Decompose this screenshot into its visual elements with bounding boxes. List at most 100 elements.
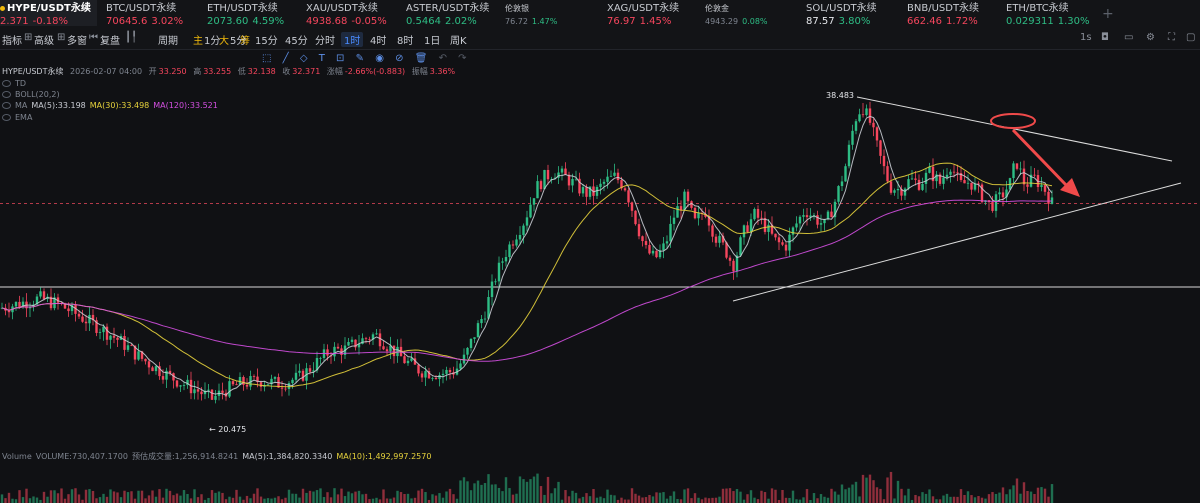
candle-body bbox=[207, 389, 210, 391]
interval-4h[interactable]: 4时 bbox=[370, 36, 387, 47]
candle-body bbox=[179, 385, 182, 387]
interval-45m[interactable]: 45分 bbox=[285, 36, 308, 47]
da-button[interactable]: 大 bbox=[219, 36, 229, 47]
multi-window-button[interactable]: 多窗 bbox=[67, 36, 87, 47]
volume-bar bbox=[130, 491, 133, 503]
draw-measure-icon[interactable]: ⊡ bbox=[336, 53, 345, 64]
candle-body bbox=[942, 177, 945, 184]
volume-bar bbox=[172, 495, 175, 503]
volume-bar bbox=[592, 489, 595, 503]
ticker-change: 1.45% bbox=[639, 16, 672, 27]
volume-bar bbox=[903, 495, 907, 503]
volume-bar bbox=[259, 496, 263, 503]
candle-body bbox=[375, 333, 378, 335]
interval-1d[interactable]: 1日 bbox=[424, 36, 441, 47]
candle-body bbox=[567, 174, 571, 186]
indicator-ema[interactable]: EMA bbox=[2, 113, 36, 123]
replay-icon[interactable]: ⏮ bbox=[89, 32, 98, 43]
ticker-tab-8[interactable]: SOL/USDT永续 87.57 3.80% bbox=[792, 3, 877, 28]
delete-icon[interactable]: 🗑 bbox=[414, 53, 428, 64]
right-interval-label[interactable]: 1s bbox=[1080, 32, 1092, 43]
draw-line-icon[interactable]: ╱ bbox=[282, 53, 289, 64]
ticker-tab-0[interactable]: HYPE/USDT永续 2.371 -0.18% bbox=[0, 0, 97, 27]
candle-body bbox=[487, 296, 490, 319]
fullscreen-icon[interactable]: ⛶ bbox=[1168, 32, 1175, 43]
interval-8h[interactable]: 8时 bbox=[397, 36, 414, 47]
interval-5m[interactable]: 5分 bbox=[230, 36, 247, 47]
ticker-tab-5[interactable]: 伦敦银 76.72 1.47% bbox=[491, 3, 557, 28]
candle-body bbox=[935, 174, 938, 182]
volume-bar bbox=[413, 497, 417, 503]
volume-bar bbox=[707, 498, 711, 503]
candle-type-icon[interactable]: ┃╿ bbox=[125, 32, 138, 43]
indicators-button[interactable]: 指标 bbox=[2, 36, 22, 47]
indicator-td[interactable]: TD bbox=[2, 79, 30, 89]
interval-15m[interactable]: 15分 bbox=[255, 36, 278, 47]
interval-1m[interactable]: 1分 bbox=[204, 36, 221, 47]
multi-window-icon[interactable]: ⊞ bbox=[57, 32, 66, 43]
replay-button[interactable]: 复盘 bbox=[100, 36, 120, 47]
volume-bar bbox=[448, 488, 452, 503]
ticker-tab-9[interactable]: BNB/USDT永续 662.46 1.72% bbox=[893, 3, 979, 28]
chart-canvas[interactable] bbox=[0, 50, 1200, 503]
candle-body bbox=[641, 236, 644, 242]
volume-bar bbox=[424, 492, 427, 503]
candle-body bbox=[840, 181, 844, 187]
ticker-tab-10[interactable]: ETH/BTC永续 0.029311 1.30% bbox=[992, 3, 1090, 28]
volume-bar bbox=[399, 492, 403, 503]
interval-weekly[interactable]: 周K bbox=[450, 36, 467, 47]
draw-text-icon[interactable]: T bbox=[318, 53, 325, 64]
volume-bar bbox=[105, 496, 109, 503]
volume-bar bbox=[77, 494, 81, 503]
indicator-ma[interactable]: MA MA(5):33.198 MA(30):33.498 MA(120):33.52… bbox=[2, 101, 222, 111]
interval-timeshare[interactable]: 分时 bbox=[315, 36, 335, 47]
candle-body bbox=[266, 384, 270, 386]
candle-body bbox=[410, 358, 413, 361]
eye-icon[interactable]: ◉ bbox=[375, 53, 384, 64]
volume-bar bbox=[175, 493, 179, 503]
undo-icon[interactable]: ↶ bbox=[438, 53, 447, 64]
eye-icon[interactable] bbox=[2, 114, 11, 121]
candle-body bbox=[532, 198, 536, 205]
volume-bar bbox=[294, 493, 298, 503]
candle-body bbox=[469, 338, 473, 348]
lock-icon[interactable]: ⊘ bbox=[395, 53, 404, 64]
redo-icon[interactable]: ↷ bbox=[458, 53, 467, 64]
layout-icon[interactable]: ▭ bbox=[1124, 32, 1134, 43]
add-tab-icon[interactable]: + bbox=[1102, 6, 1114, 22]
candle-body bbox=[592, 186, 595, 196]
volume-bar bbox=[893, 498, 896, 503]
volume-bar bbox=[770, 488, 774, 503]
candle-body bbox=[809, 215, 812, 218]
candle-body bbox=[161, 376, 165, 380]
volume-bar bbox=[452, 494, 455, 503]
window-icon[interactable]: ▢ bbox=[1186, 32, 1196, 43]
upper-trendline bbox=[856, 96, 1173, 162]
draw-shape-icon[interactable]: ◇ bbox=[299, 53, 308, 64]
advanced-icon[interactable]: ⊞ bbox=[24, 32, 33, 43]
candle-body bbox=[144, 358, 147, 362]
ticker-tab-1[interactable]: BTC/USDT永续 70645.6 3.02% bbox=[92, 3, 183, 28]
eye-icon[interactable] bbox=[2, 91, 11, 98]
advanced-button[interactable]: 高级 bbox=[34, 36, 54, 47]
ticker-tab-4[interactable]: ASTER/USDT永续 0.5464 2.02% bbox=[392, 3, 489, 28]
settings-icon[interactable]: ⚙ bbox=[1146, 32, 1155, 43]
zhu-button[interactable]: 主 bbox=[193, 36, 203, 47]
camera-icon[interactable]: ◘ bbox=[1101, 32, 1109, 43]
chou-button[interactable]: 筹 bbox=[240, 36, 250, 47]
pair-label: HYPE/USDT永续 bbox=[2, 67, 64, 76]
ticker-tab-2[interactable]: ETH/USDT永续 2073.60 4.59% bbox=[193, 3, 284, 28]
ticker-tab-7[interactable]: 伦敦金 4943.29 0.08% bbox=[691, 3, 768, 28]
eye-icon[interactable] bbox=[2, 80, 11, 87]
ticker-tab-6[interactable]: XAG/USDT永续 76.97 1.45% bbox=[593, 3, 679, 28]
indicator-boll[interactable]: BOLL(20,2) bbox=[2, 90, 64, 100]
candle-body bbox=[879, 140, 882, 156]
period-button[interactable]: 周期 bbox=[158, 36, 178, 47]
draw-brush-icon[interactable]: ✎ bbox=[355, 53, 365, 64]
ticker-tab-3[interactable]: XAU/USDT永续 4938.68 -0.05% bbox=[292, 3, 387, 28]
eye-icon[interactable] bbox=[2, 102, 11, 109]
volume-bar bbox=[711, 497, 714, 503]
price-chart[interactable]: ⬚ ╱ ◇ T ⊡ ✎ ◉ ⊘ 🗑 ↶ ↷ HYPE/USDT永续 2026-0… bbox=[0, 50, 1200, 503]
interval-1h[interactable]: 1时 bbox=[341, 32, 364, 47]
draw-select-icon[interactable]: ⬚ bbox=[262, 53, 272, 64]
